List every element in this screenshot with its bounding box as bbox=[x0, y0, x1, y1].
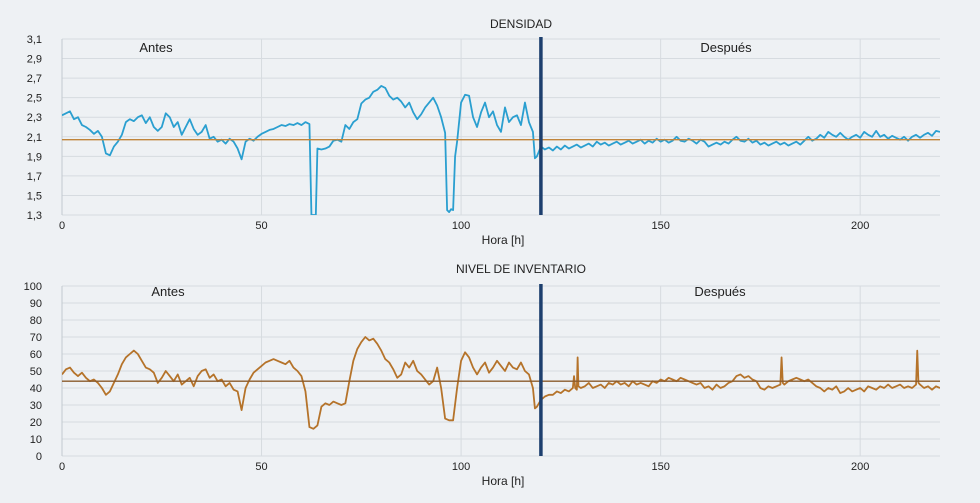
x-axis-label: Hora [h] bbox=[482, 474, 525, 488]
chart-title: DENSIDAD bbox=[490, 17, 552, 31]
y-tick-label: 30 bbox=[30, 400, 42, 412]
y-tick-label: 1,7 bbox=[27, 171, 42, 183]
series-line-0 bbox=[62, 336, 940, 430]
chart-title: NIVEL DE INVENTARIO bbox=[456, 262, 586, 276]
y-tick-label: 0 bbox=[36, 451, 42, 463]
y-tick-label: 3,1 bbox=[27, 34, 42, 46]
annotation-antes: Antes bbox=[139, 40, 173, 55]
y-tick-label: 80 bbox=[30, 315, 42, 327]
x-tick-label: 100 bbox=[452, 461, 470, 473]
chart-panel-1: NIVEL DE INVENTARIO 0 10 20 30 40 50 60 70 80 90 10… bbox=[24, 262, 940, 488]
y-tick-label: 1,5 bbox=[27, 190, 42, 202]
x-axis-label: Hora [h] bbox=[482, 233, 525, 247]
y-tick-label: 2,3 bbox=[27, 112, 42, 124]
annotation-despues: Después bbox=[694, 284, 746, 299]
annotation-antes: Antes bbox=[151, 284, 185, 299]
x-tick-label: 0 bbox=[59, 461, 65, 473]
series-line-0 bbox=[62, 85, 940, 215]
y-tick-label: 40 bbox=[30, 383, 42, 395]
y-tick-label: 20 bbox=[30, 417, 42, 429]
annotation-despues: Después bbox=[700, 40, 752, 55]
y-tick-label: 70 bbox=[30, 332, 42, 344]
x-tick-label: 150 bbox=[651, 461, 669, 473]
chart-panel-0: DENSIDAD 1,3 1,5 1,7 1,9 2,1 2,3 2,5 2,7 2,9 3,1 0 5… bbox=[27, 17, 940, 247]
x-tick-label: 50 bbox=[255, 220, 267, 232]
y-tick-label: 2,9 bbox=[27, 54, 42, 66]
y-tick-label: 2,7 bbox=[27, 73, 42, 85]
x-tick-label: 200 bbox=[851, 220, 869, 232]
x-tick-label: 150 bbox=[651, 220, 669, 232]
y-tick-label: 10 bbox=[30, 434, 42, 446]
y-tick-label: 100 bbox=[24, 281, 42, 293]
y-tick-label: 60 bbox=[30, 349, 42, 361]
y-tick-label: 90 bbox=[30, 298, 42, 310]
x-tick-label: 50 bbox=[255, 461, 267, 473]
x-tick-label: 200 bbox=[851, 461, 869, 473]
x-tick-label: 0 bbox=[59, 220, 65, 232]
y-tick-label: 1,9 bbox=[27, 151, 42, 163]
y-tick-label: 1,3 bbox=[27, 210, 42, 222]
y-tick-label: 2,5 bbox=[27, 93, 42, 105]
y-tick-label: 50 bbox=[30, 366, 42, 378]
x-tick-label: 100 bbox=[452, 220, 470, 232]
y-tick-label: 2,1 bbox=[27, 132, 42, 144]
